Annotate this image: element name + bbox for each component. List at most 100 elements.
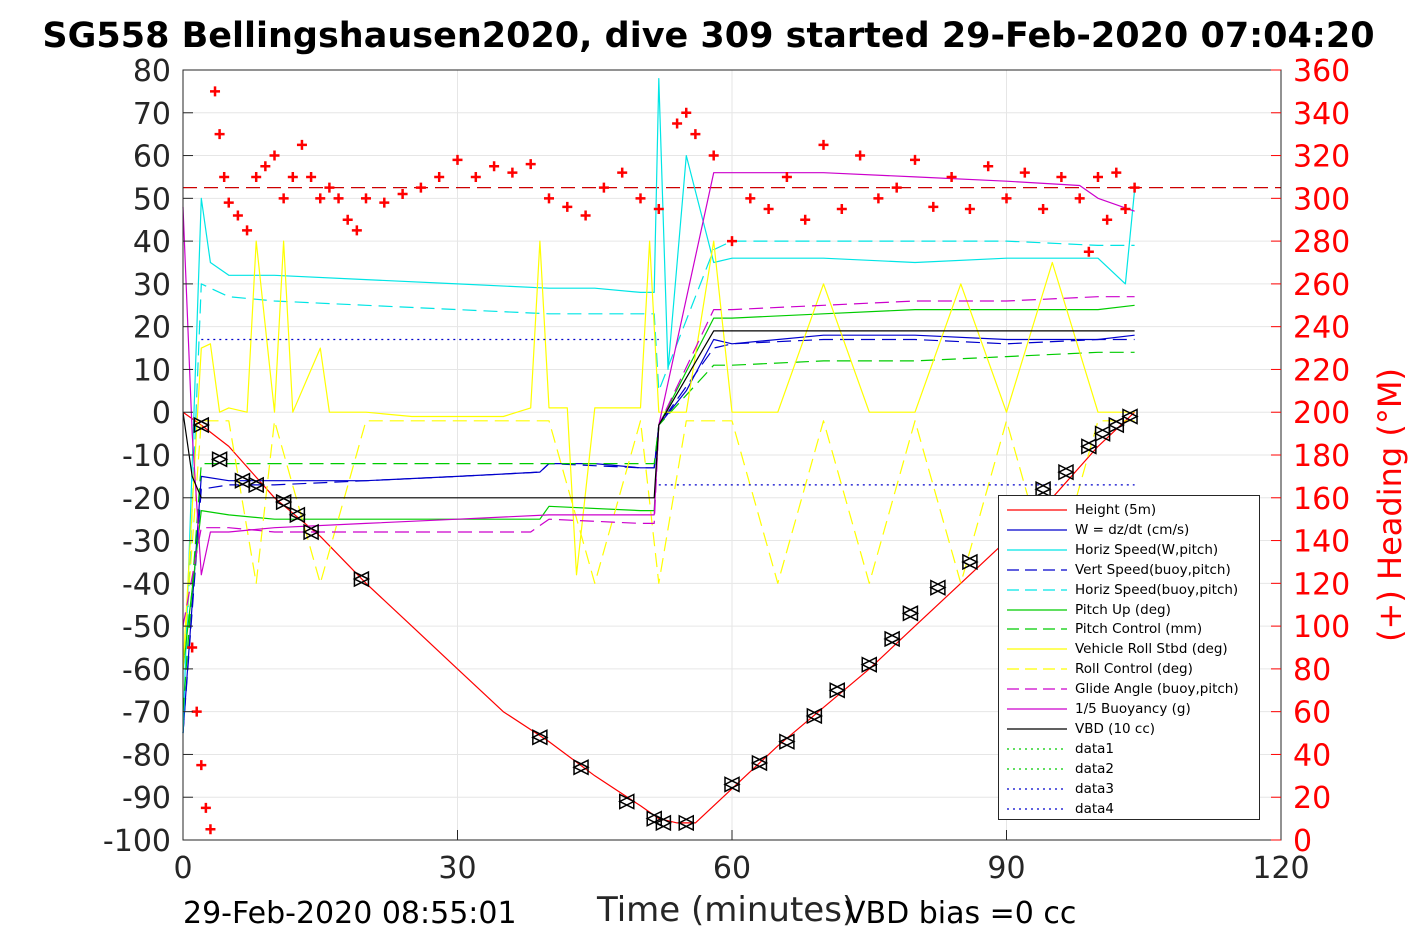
legend-label: data1 bbox=[1075, 740, 1114, 757]
left-y-tick-label: -50 bbox=[122, 610, 171, 645]
heading-marker bbox=[946, 171, 957, 182]
x-tick-label: 90 bbox=[987, 851, 1025, 886]
heading-marker bbox=[1083, 246, 1094, 257]
end-timestamp: 29-Feb-2020 08:55:01 bbox=[183, 896, 517, 931]
heading-marker bbox=[818, 139, 829, 150]
x-tick-label: 120 bbox=[1252, 851, 1309, 886]
depth-marker bbox=[961, 553, 978, 571]
heading-marker bbox=[1001, 193, 1012, 204]
heading-marker bbox=[781, 171, 792, 182]
x-tick-label: 30 bbox=[438, 851, 476, 886]
depth-marker bbox=[352, 570, 370, 588]
heading-marker bbox=[1056, 171, 1067, 182]
left-y-tick-label: 10 bbox=[133, 353, 171, 388]
heading-marker bbox=[470, 171, 481, 182]
legend-label: Horiz Speed(buoy,pitch) bbox=[1075, 581, 1239, 598]
left-y-tick-label: 70 bbox=[133, 97, 171, 132]
legend-swatch bbox=[1007, 748, 1067, 750]
heading-marker bbox=[278, 193, 289, 204]
right-y-tick-label: 300 bbox=[1293, 182, 1350, 217]
heading-marker bbox=[708, 150, 719, 161]
heading-marker bbox=[1102, 214, 1113, 225]
legend-label: Vehicle Roll Stbd (deg) bbox=[1075, 641, 1228, 658]
depth-marker bbox=[572, 759, 589, 776]
right-y-tick-label: 360 bbox=[1293, 54, 1350, 89]
heading-marker bbox=[452, 154, 463, 165]
left-y-tick-label: 80 bbox=[133, 54, 171, 89]
depth-marker bbox=[618, 793, 635, 810]
left-y-tick-label: -60 bbox=[122, 653, 171, 688]
chart-title: SG558 Bellingshausen2020, dive 309 start… bbox=[42, 16, 1375, 56]
legend-swatch bbox=[1007, 509, 1067, 511]
heading-marker bbox=[891, 182, 902, 193]
heading-marker bbox=[525, 159, 536, 170]
heading-marker bbox=[873, 193, 884, 204]
legend-label: Glide Angle (buoy,pitch) bbox=[1075, 681, 1239, 698]
depth-marker bbox=[192, 416, 210, 434]
series-horiz-speed-w-pitch bbox=[182, 77, 1136, 734]
right-y-tick-label: 220 bbox=[1293, 353, 1350, 388]
heading-marker bbox=[200, 802, 211, 813]
heading-marker bbox=[964, 204, 975, 215]
left-y-tick-label: -90 bbox=[122, 781, 171, 816]
right-y-tick-label: 240 bbox=[1293, 311, 1350, 346]
right-y-tick-label: 280 bbox=[1293, 225, 1350, 260]
legend-item: W = dz/dt (cm/s) bbox=[999, 520, 1261, 540]
depth-marker bbox=[654, 814, 672, 832]
heading-marker bbox=[214, 129, 225, 140]
depth-marker bbox=[1057, 463, 1074, 481]
legend-item: Vert Speed(buoy,pitch) bbox=[999, 560, 1261, 580]
heading-marker bbox=[324, 182, 335, 193]
right-y-tick-label: 80 bbox=[1293, 653, 1331, 688]
legend-swatch bbox=[1007, 628, 1067, 630]
legend-item: Height (5m) bbox=[999, 500, 1261, 520]
right-y-tick-label: 200 bbox=[1293, 396, 1350, 431]
heading-marker bbox=[1129, 182, 1140, 193]
left-y-tick-label: 0 bbox=[152, 396, 171, 431]
series-pitch-control-mm bbox=[182, 351, 1135, 712]
series-vert-speed-buoy-pitch bbox=[182, 338, 1135, 734]
legend-item: data1 bbox=[999, 739, 1261, 759]
right-y-axis-label: (+) Heading (°M) bbox=[1371, 368, 1409, 642]
chart-legend: Height (5m) W = dz/dt (cm/s) Horiz Speed(W… bbox=[998, 495, 1260, 820]
legend-swatch bbox=[1007, 807, 1067, 810]
legend-item: Pitch Control (mm) bbox=[999, 619, 1261, 639]
legend-item: VBD (10 cc) bbox=[999, 719, 1261, 739]
right-y-tick-label: 260 bbox=[1293, 268, 1350, 303]
heading-marker bbox=[672, 118, 683, 129]
heading-marker bbox=[287, 171, 298, 182]
legend-label: Roll Control (deg) bbox=[1075, 661, 1193, 678]
left-y-tick-label: -30 bbox=[122, 525, 171, 560]
legend-item: data2 bbox=[999, 759, 1261, 779]
legend-swatch bbox=[1007, 787, 1067, 790]
heading-marker bbox=[489, 161, 500, 172]
right-y-tick-label: 160 bbox=[1293, 482, 1350, 517]
legend-item: Pitch Up (deg) bbox=[999, 600, 1261, 620]
legend-label: W = dz/dt (cm/s) bbox=[1075, 521, 1190, 538]
legend-swatch bbox=[1007, 708, 1067, 710]
heading-marker bbox=[205, 824, 216, 835]
depth-marker bbox=[750, 754, 768, 772]
depth-marker bbox=[828, 682, 845, 699]
legend-label: Height (5m) bbox=[1075, 502, 1157, 518]
heading-marker bbox=[580, 210, 591, 221]
heading-marker bbox=[745, 193, 756, 204]
depth-marker bbox=[1093, 425, 1111, 442]
heading-marker bbox=[379, 197, 390, 208]
right-y-tick-label: 120 bbox=[1293, 567, 1350, 602]
heading-marker bbox=[269, 150, 280, 161]
depth-marker bbox=[929, 579, 946, 596]
heading-marker bbox=[681, 107, 692, 118]
legend-swatch bbox=[1007, 728, 1067, 730]
depth-marker bbox=[210, 451, 228, 468]
depth-marker bbox=[302, 523, 319, 541]
heading-marker bbox=[635, 193, 646, 204]
heading-marker bbox=[333, 193, 344, 204]
depth-marker bbox=[677, 814, 694, 832]
heading-marker bbox=[836, 204, 847, 215]
heading-marker bbox=[223, 197, 234, 208]
heading-marker bbox=[361, 193, 371, 204]
depth-marker bbox=[288, 506, 306, 524]
heading-marker bbox=[260, 161, 271, 172]
heading-marker bbox=[983, 161, 994, 172]
